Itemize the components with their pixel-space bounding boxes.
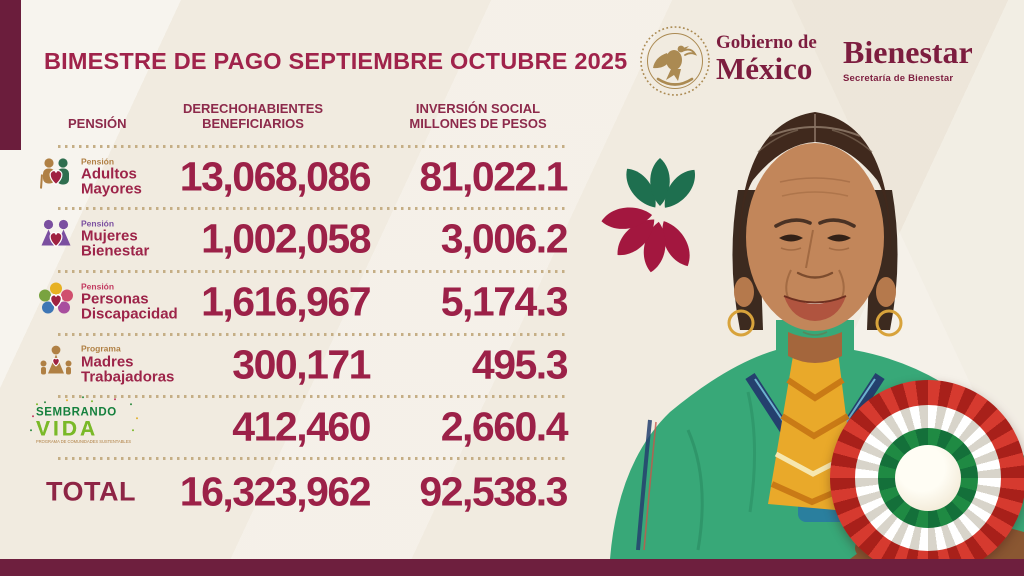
beneficiaries-value: 1,616,967: [201, 278, 371, 325]
program-name: Discapacidad: [81, 305, 178, 323]
dotted-divider: [58, 333, 568, 336]
total-label: TOTAL: [46, 476, 136, 507]
investment-value: 5,174.3: [440, 278, 569, 325]
dotted-divider: [58, 207, 568, 210]
table-row-total: TOTAL 16,323,962 92,538.3: [0, 458, 575, 526]
beneficiaries-value: 300,171: [232, 341, 371, 387]
column-header-investment: INVERSIÓN SOCIAL MILLONES DE PESOS: [409, 101, 547, 131]
investment-value: 81,022.1: [419, 153, 568, 200]
mujeres-bienestar-icon: [36, 217, 76, 262]
program-tag: Programa: [81, 343, 121, 354]
investment-value: 3,006.2: [440, 215, 569, 262]
mexico-national-seal-icon: [638, 24, 712, 103]
bottom-accent-bar: [0, 559, 1024, 576]
program-tag: Pensión: [81, 281, 115, 292]
confetti-decoration: [36, 402, 38, 405]
beneficiaries-value: 412,460: [232, 403, 371, 449]
adultos-mayores-icon: [36, 155, 76, 200]
program-tag: Pensión: [81, 156, 115, 167]
dotted-divider: [58, 395, 568, 398]
beneficiaries-value: 13,068,086: [179, 153, 372, 200]
beneficiaries-value: 1,002,058: [201, 215, 371, 262]
table-row-sembrando-vida: SEMBRANDO VIDA PROGRAMA DE COMUNIDADES S…: [0, 396, 575, 457]
investment-value: 495.3: [471, 341, 569, 387]
left-accent-bar: [0, 0, 21, 150]
page-title: BIMESTRE DE PAGO SEPTIEMBRE OCTUBRE 2025: [44, 48, 628, 74]
gobierno-de-mexico-wordmark: Gobierno de México: [716, 32, 817, 86]
program-name: Mayores: [81, 180, 142, 198]
program-name: Bienestar: [81, 242, 150, 260]
table-row-personas-discapacidad: Pensión Personas Discapacidad 1,616,967 …: [0, 271, 575, 333]
dotted-divider: [58, 145, 568, 148]
investment-value: 2,660.4: [440, 403, 569, 449]
sembrando-vida-logo: SEMBRANDO VIDA PROGRAMA DE COMUNIDADES S…: [36, 402, 156, 447]
program-name: Personas: [81, 290, 149, 308]
column-header-pension: PENSIÓN: [68, 116, 127, 131]
petal-pinwheel-decoration: [598, 122, 722, 297]
total-beneficiaries-value: 16,323,962: [179, 468, 372, 515]
dotted-divider: [58, 457, 568, 460]
table-row-madres-trabajadoras: Programa Madres Trabajadoras 300,171 495…: [0, 334, 575, 395]
program-tag: Pensión: [81, 218, 115, 229]
program-name: Mujeres: [81, 227, 138, 245]
column-header-beneficiaries: DERECHOHABIENTES BENEFICIARIOS: [182, 101, 324, 131]
bienestar-wordmark: Bienestar Secretaría de Bienestar: [843, 34, 973, 84]
table-row-adultos-mayores: Pensión Adultos Mayores 13,068,086 81,02…: [0, 146, 575, 208]
madres-trabajadoras-icon: [36, 342, 76, 387]
mexican-rosette-decoration: [830, 380, 1024, 576]
total-investment-value: 92,538.3: [419, 468, 568, 515]
rosette-center: [895, 445, 961, 511]
personas-discapacidad-icon: [36, 280, 76, 325]
program-name: Trabajadoras: [81, 368, 175, 386]
program-name: Adultos: [81, 165, 137, 183]
program-name: Madres: [81, 353, 134, 371]
table-row-mujeres-bienestar: Pensión Mujeres Bienestar 1,002,058 3,00…: [0, 208, 575, 270]
dotted-divider: [58, 270, 568, 273]
